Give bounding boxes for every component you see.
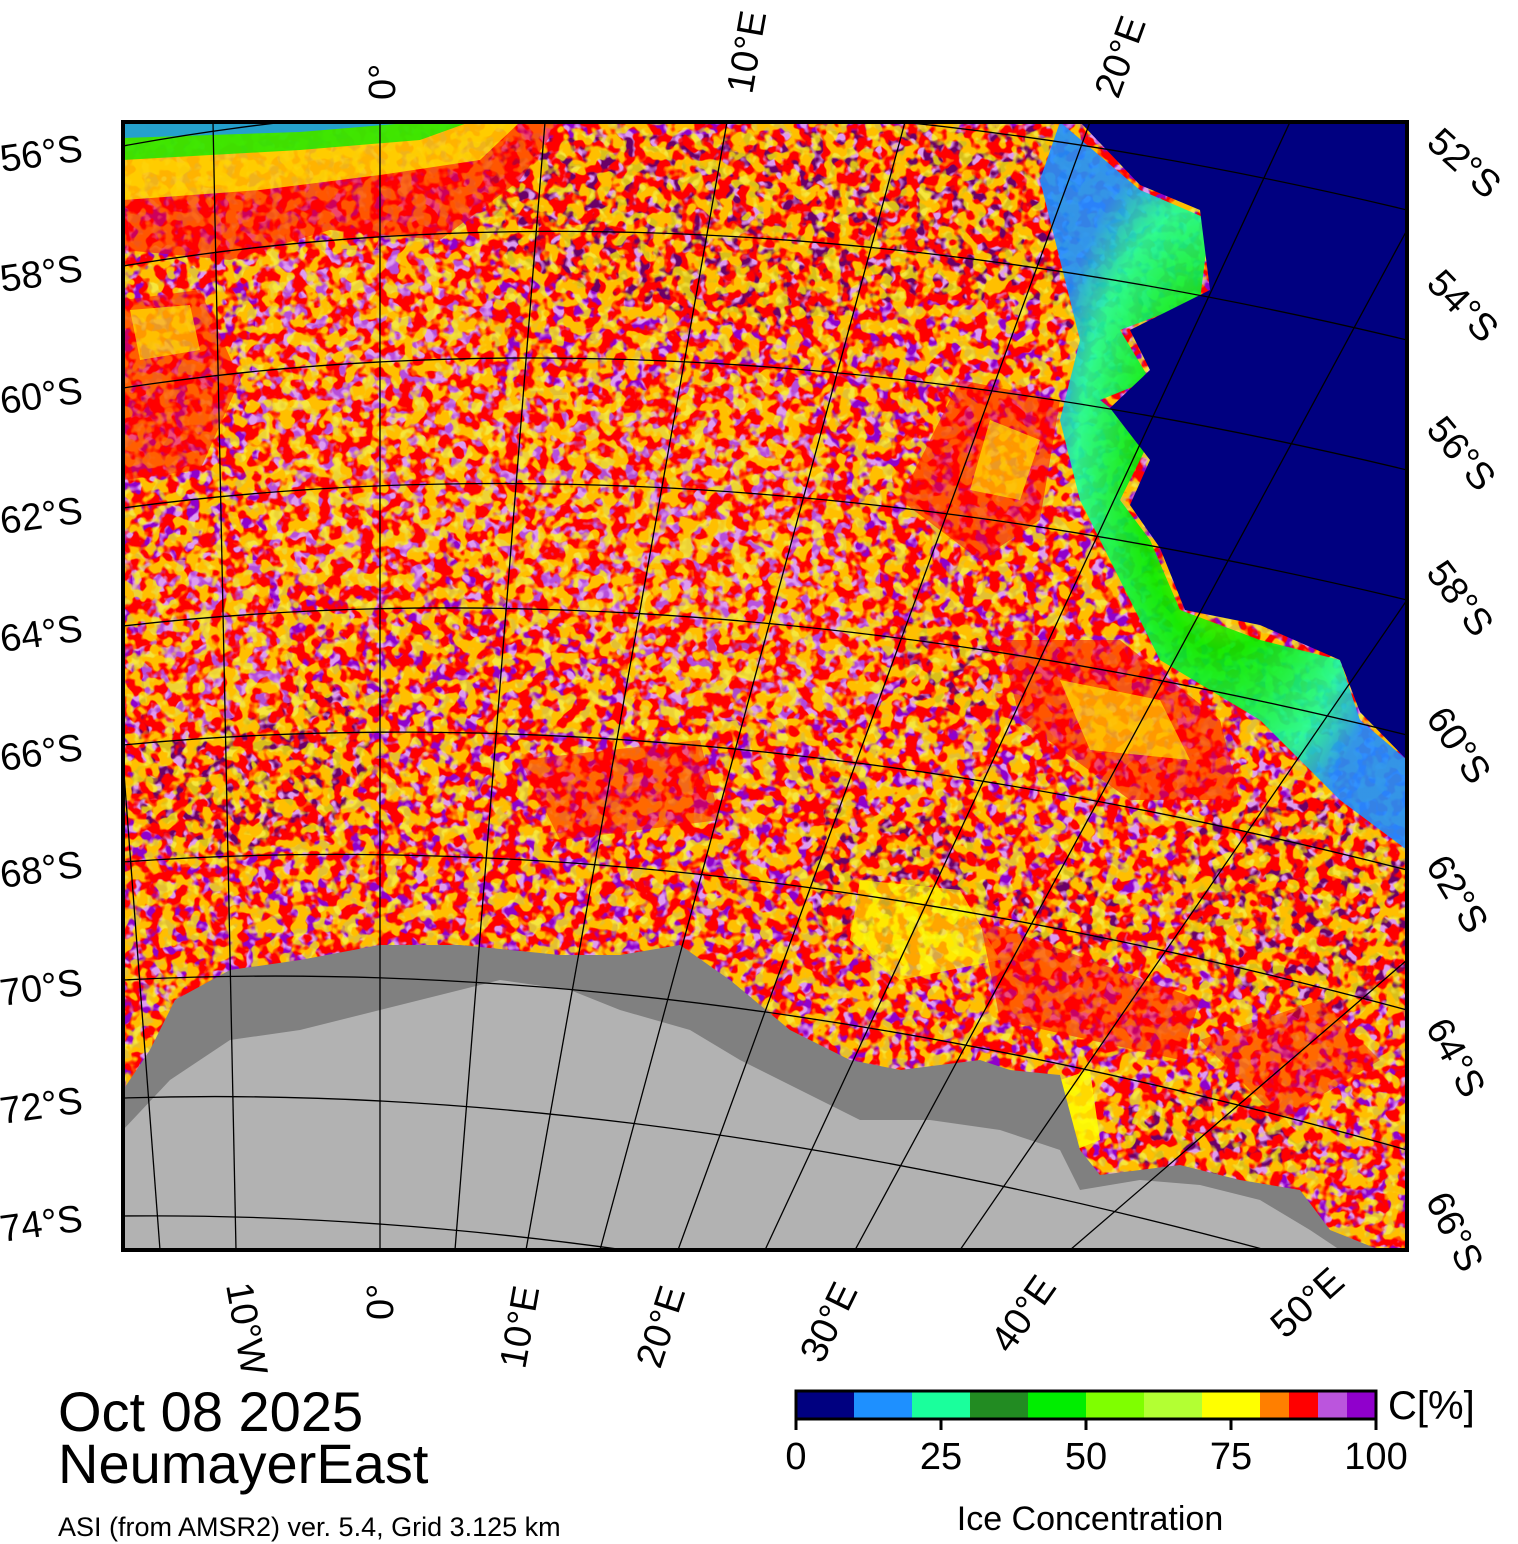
colorbar-swatch [854, 1391, 912, 1419]
lon-label-top: 0° [362, 64, 404, 100]
lat-label-right: 64°S [1417, 1012, 1493, 1105]
lat-label-right: 58°S [1418, 553, 1501, 644]
lon-label-bottom: 0° [360, 1284, 402, 1320]
lon-label-top: 10°E [720, 8, 776, 97]
colorbar-swatch [1086, 1391, 1144, 1419]
lat-label-right: 54°S [1419, 262, 1507, 351]
lat-label-right: 60°S [1418, 700, 1499, 792]
lon-label-bottom: 10°W [217, 1279, 275, 1378]
lat-label-left: 58°S [0, 248, 85, 301]
colorbar-swatches [796, 1391, 1376, 1419]
map-date: Oct 08 2025 [58, 1380, 364, 1443]
lat-label-right: 62°S [1417, 848, 1496, 941]
colorbar-tick-label: 50 [1064, 1436, 1108, 1478]
colorbar-swatch [1260, 1391, 1289, 1419]
colorbar-swatch [912, 1391, 970, 1419]
region-name: NeumayerEast [58, 1432, 429, 1495]
colorbar-unit: C[%] [1388, 1384, 1475, 1428]
lat-label-left: 74°S [0, 1198, 85, 1251]
lat-label-left: 64°S [0, 608, 85, 661]
bottom-longitude-labels: 10°W 0° 10°E 20°E 30°E 40°E 50°E [217, 1260, 1352, 1379]
left-latitude-labels: 56°S 58°S 60°S 62°S 64°S 66°S 68°S 70°S … [0, 128, 85, 1251]
lat-label-left: 66°S [0, 727, 85, 780]
colorbar-swatch [1028, 1391, 1086, 1419]
lat-label-right: 66°S [1417, 1186, 1491, 1279]
colorbar-swatch [1202, 1391, 1260, 1419]
colorbar-swatch [1289, 1391, 1318, 1419]
lat-label-left: 68°S [0, 844, 85, 897]
colorbar-tick-label: 0 [785, 1436, 807, 1478]
open-water [1080, 122, 1407, 760]
map-panel [123, 122, 1407, 1250]
colorbar-tick-label: 75 [1209, 1436, 1253, 1478]
lon-label-bottom: 20°E [629, 1281, 695, 1373]
lat-label-right: 56°S [1418, 409, 1503, 499]
lon-label-bottom: 50°E [1263, 1260, 1353, 1347]
high-variability-belts [123, 290, 1380, 1150]
colorbar-tick-label: 25 [919, 1436, 963, 1478]
top-longitude-labels: 0° 10°E 20°E [362, 8, 1155, 103]
lon-label-top: 20°E [1087, 11, 1155, 103]
lon-label-bottom: 40°E [983, 1268, 1065, 1360]
ice-edge-band [1040, 122, 1407, 850]
lat-label-right: 52°S [1419, 120, 1509, 207]
colorbar-swatch [970, 1391, 1028, 1419]
lon-label-bottom: 10°E [493, 1283, 549, 1372]
land [123, 980, 1340, 1250]
colorbar-tick-label: 100 [1344, 1436, 1408, 1478]
colorbar-swatch [796, 1391, 854, 1419]
lat-label-left: 72°S [0, 1080, 85, 1133]
lon-label-bottom: 30°E [792, 1276, 866, 1369]
lat-label-left: 62°S [0, 490, 85, 543]
lat-label-left: 70°S [0, 962, 85, 1015]
colorbar-swatch [1318, 1391, 1347, 1419]
colorbar-swatch [1144, 1391, 1202, 1419]
colorbar-title: Ice Concentration [956, 1500, 1224, 1538]
graticule [123, 122, 1407, 1250]
lat-label-left: 60°S [0, 370, 85, 423]
colorbar-tick-marks [794, 1419, 1378, 1430]
right-latitude-labels: 52°S 54°S 56°S 58°S 60°S 62°S 64°S 66°S [1417, 120, 1509, 1278]
lat-label-left: 56°S [0, 128, 85, 181]
colorbar-swatch [1347, 1391, 1376, 1419]
map-frame [121, 120, 1409, 1252]
colorbar [794, 1389, 1378, 1430]
product-description: ASI (from AMSR2) ver. 5.4, Grid 3.125 km [58, 1512, 561, 1542]
